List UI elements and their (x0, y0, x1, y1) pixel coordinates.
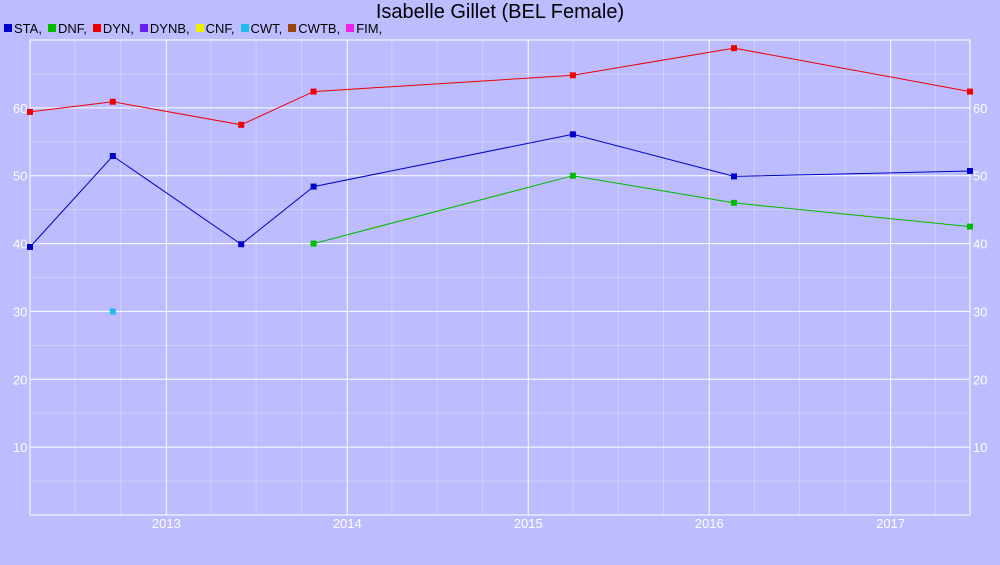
x-tick-label: 2014 (333, 516, 362, 531)
legend-swatch (346, 24, 355, 32)
legend-swatch (139, 24, 148, 32)
y-tick-label-right: 40 (973, 237, 987, 252)
x-tick-label: 2013 (152, 516, 181, 531)
y-tick-label-left: 60 (13, 101, 27, 116)
data-point-cwt (109, 308, 116, 315)
y-tick-label-right: 50 (973, 169, 987, 184)
legend-swatch (288, 24, 297, 32)
data-point-dnf (731, 199, 738, 206)
data-point-sta (310, 183, 317, 190)
data-point-dyn (731, 45, 738, 52)
data-point-sta (238, 241, 245, 248)
y-tick-label-left: 20 (13, 372, 27, 387)
data-point-dyn (967, 88, 973, 95)
legend-label: DYN, (102, 20, 134, 36)
legend-swatch (240, 24, 249, 32)
data-point-dyn (238, 121, 245, 128)
legend-label: FIM, (356, 20, 383, 36)
data-point-dyn (27, 108, 33, 115)
legend-item-dyn: DYN, (92, 20, 134, 36)
legend-label: DYNB, (149, 20, 190, 36)
x-tick-label: 2017 (876, 516, 905, 531)
legend-label: CNF, (205, 20, 235, 36)
legend-label: STA, (14, 20, 42, 36)
plot-frame (29, 39, 971, 516)
data-point-sta (109, 153, 116, 160)
x-tick-label: 2016 (695, 516, 724, 531)
legend-swatch (47, 24, 56, 32)
data-point-sta (27, 243, 33, 250)
data-point-dnf (569, 172, 576, 179)
y-tick-label-right: 60 (973, 101, 987, 116)
data-point-sta (731, 173, 738, 180)
y-tick-label-left: 50 (13, 169, 27, 184)
legend-label: DNF, (57, 20, 87, 36)
data-point-dyn (569, 72, 576, 79)
y-tick-label-right: 10 (973, 440, 987, 455)
legend-item-cnf: CNF, (195, 20, 235, 36)
y-tick-label-left: 10 (13, 440, 27, 455)
series-line-dyn (29, 47, 971, 126)
data-point-dyn (310, 88, 317, 95)
data-point-dnf (967, 223, 973, 230)
data-point-dnf (310, 240, 317, 247)
legend-item-cwt: CWT, (240, 20, 283, 36)
data-point-dyn (109, 98, 116, 105)
legend-item-dnf: DNF, (47, 20, 87, 36)
data-point-sta (967, 167, 973, 174)
chart-title: Isabelle Gillet (BEL Female) (375, 1, 625, 23)
legend-swatch (195, 24, 204, 32)
legend-item-dynb: DYNB, (139, 20, 190, 36)
x-tick-label: 2015 (514, 516, 543, 531)
series-line-sta (29, 133, 971, 248)
y-tick-label-left: 40 (13, 237, 27, 252)
legend-label: CWTB, (298, 20, 341, 36)
y-tick-label-right: 20 (973, 372, 987, 387)
legend-swatch (4, 24, 12, 32)
series-line-dnf (313, 175, 971, 245)
legend-item-sta: STA, (4, 21, 42, 36)
legend-item-cwtb: CWTB, (288, 21, 340, 36)
y-tick-label-right: 30 (973, 304, 987, 319)
legend: STA, DNF, DYN, DYNB, CNF, CWT, CWTB, FIM, (4, 20, 388, 36)
legend-item-fim: FIM, (346, 21, 382, 36)
legend-swatch (92, 24, 101, 32)
legend-label: CWT, (250, 20, 283, 36)
data-point-sta (569, 131, 576, 138)
y-tick-label-left: 30 (13, 304, 27, 319)
